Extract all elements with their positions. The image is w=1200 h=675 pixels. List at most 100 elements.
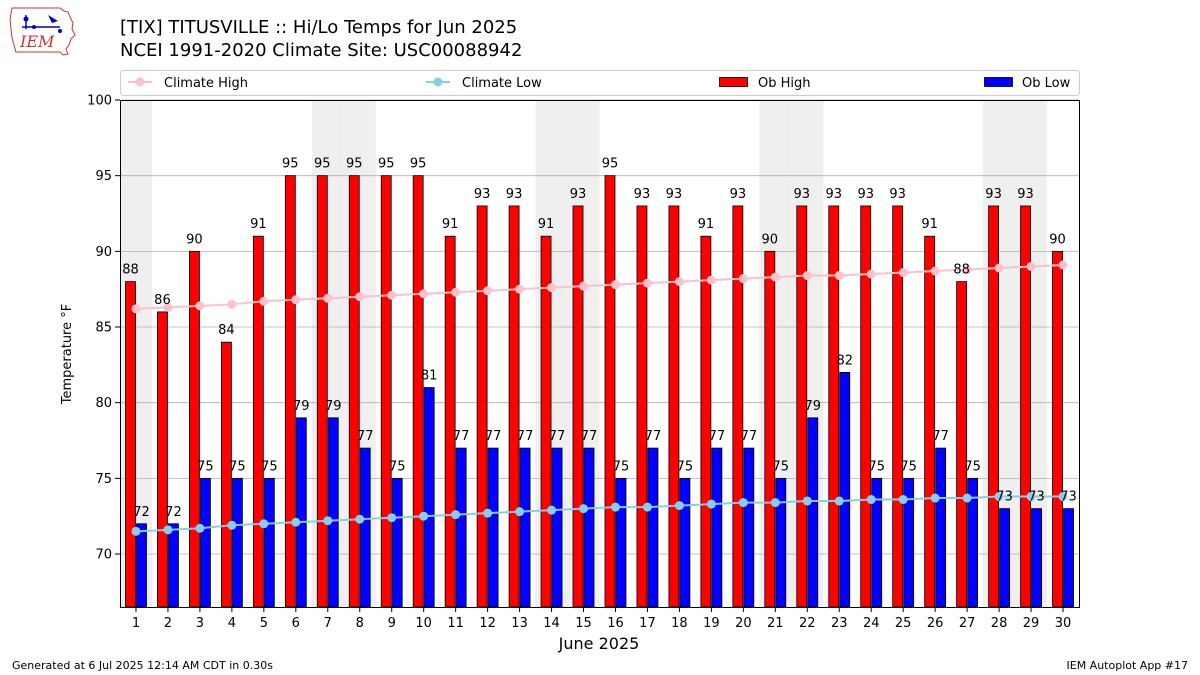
ob-low-label-30: 73 xyxy=(1060,490,1077,505)
x-tick-label-10: 10 xyxy=(415,616,432,631)
ob-low-bar-22 xyxy=(807,417,819,608)
ob-high-bar-14 xyxy=(540,235,552,608)
x-tick-label-14: 14 xyxy=(543,616,560,631)
ob-high-label-19: 91 xyxy=(698,217,715,232)
ob-low-label-23: 82 xyxy=(836,353,853,368)
climate-high-point-1 xyxy=(131,304,141,314)
climate-low-point-21 xyxy=(770,498,780,508)
ob-low-bar-16 xyxy=(615,477,627,608)
climate-low-point-5 xyxy=(259,519,269,529)
ob-low-bar-5 xyxy=(263,477,275,608)
x-tick-label-19: 19 xyxy=(703,616,720,631)
x-tick-label-4: 4 xyxy=(228,616,236,631)
ob-low-label-8: 77 xyxy=(357,429,374,444)
climate-high-line xyxy=(135,263,1064,310)
climate-high-point-11 xyxy=(451,287,461,297)
ob-high-bar-19 xyxy=(700,235,712,608)
ob-high-label-16: 95 xyxy=(602,157,619,172)
ob-low-label-7: 79 xyxy=(325,399,342,414)
ob-high-label-7: 95 xyxy=(314,157,331,172)
ob-high-bar-18 xyxy=(668,205,680,608)
ob-high-bar-8 xyxy=(348,175,360,608)
climate-high-point-17 xyxy=(642,278,652,288)
ob-low-label-13: 77 xyxy=(517,429,534,444)
ob-high-bar-20 xyxy=(732,205,744,608)
x-tick-label-20: 20 xyxy=(735,616,752,631)
plot-frame xyxy=(120,100,1080,608)
ob-high-bar-6 xyxy=(284,175,296,608)
legend-climate-low-marker xyxy=(433,77,443,87)
ob-high-bar-15 xyxy=(572,205,584,608)
climate-high-point-25 xyxy=(898,268,908,278)
ob-high-label-14: 91 xyxy=(538,217,555,232)
ob-high-bar-7 xyxy=(316,175,328,608)
ob-low-label-25: 75 xyxy=(900,459,917,474)
ob-low-label-6: 79 xyxy=(293,399,310,414)
climate-low-point-1 xyxy=(131,526,141,536)
x-tick-label-26: 26 xyxy=(927,616,944,631)
ob-low-bar-17 xyxy=(647,447,659,608)
climate-low-point-24 xyxy=(866,495,876,505)
ob-low-bar-28 xyxy=(999,508,1010,608)
climate-low-point-19 xyxy=(706,499,716,509)
ob-low-label-21: 75 xyxy=(773,459,790,474)
climate-low-line xyxy=(135,495,1064,533)
chart-subtitle: NCEI 1991-2020 Climate Site: USC00088942 xyxy=(120,40,523,61)
climate-lines xyxy=(131,260,1068,536)
ob-low-label-18: 75 xyxy=(677,459,694,474)
ob-high-bar-24 xyxy=(860,205,872,608)
ob-low-label-4: 75 xyxy=(229,459,246,474)
climate-low-point-30 xyxy=(1058,492,1068,502)
ob-low-label-22: 79 xyxy=(805,399,822,414)
x-tick-label-16: 16 xyxy=(607,616,624,631)
x-tick-label-27: 27 xyxy=(959,616,976,631)
ob-high-label-4: 84 xyxy=(218,323,235,338)
ob-low-bar-11 xyxy=(455,447,467,608)
ob-high-bar-1 xyxy=(125,281,136,608)
ob-high-label-23: 93 xyxy=(825,187,842,202)
climate-low-point-18 xyxy=(674,501,684,511)
ob-low-label-24: 75 xyxy=(868,459,885,474)
legend-ob-high-swatch xyxy=(719,77,748,87)
ob-low-bar-2 xyxy=(168,523,179,608)
data-labels: 88 72 86 72 90 75 84 75 91 75 95 79 95 79 95 77 95 75 95 81… xyxy=(122,157,1077,520)
ob-low-bar-14 xyxy=(551,447,563,608)
legend-climate-high-marker xyxy=(135,77,145,87)
climate-high-point-10 xyxy=(419,289,429,299)
ob-low-label-2: 72 xyxy=(165,505,182,520)
climate-low-point-14 xyxy=(547,505,557,515)
climate-low-point-16 xyxy=(610,502,620,512)
climate-high-point-26 xyxy=(930,266,940,276)
generated-note: Generated at 6 Jul 2025 12:14 AM CDT in … xyxy=(12,659,273,672)
ob-low-bar-21 xyxy=(775,477,787,608)
ob-low-label-17: 77 xyxy=(645,429,662,444)
ob-low-label-5: 75 xyxy=(261,459,278,474)
x-tick-label-3: 3 xyxy=(196,616,204,631)
climate-low-point-22 xyxy=(802,496,812,506)
climate-high-point-20 xyxy=(738,274,748,284)
ob-high-label-28: 93 xyxy=(985,187,1002,202)
climate-high-point-8 xyxy=(355,292,365,302)
climate-low-point-10 xyxy=(419,511,429,521)
y-tick-label-90: 90 xyxy=(95,245,112,260)
x-tick-label-22: 22 xyxy=(799,616,816,631)
ob-high-label-15: 93 xyxy=(570,187,587,202)
climate-high-point-6 xyxy=(291,295,301,305)
ob-low-label-10: 81 xyxy=(421,369,438,384)
ob-low-label-27: 75 xyxy=(964,459,981,474)
ob-high-label-9: 95 xyxy=(378,157,395,172)
ob-high-label-25: 93 xyxy=(889,187,906,202)
ob-high-label-18: 93 xyxy=(666,187,683,202)
x-axis-label: June 2025 xyxy=(558,634,640,653)
x-tick-label-30: 30 xyxy=(1055,616,1072,631)
y-axis-label: Temperature °F xyxy=(60,304,75,405)
climate-low-point-2 xyxy=(163,525,173,535)
climate-low-point-3 xyxy=(195,523,205,533)
ob-high-label-30: 90 xyxy=(1049,232,1066,247)
climate-low-point-7 xyxy=(323,516,333,526)
x-tick-label-23: 23 xyxy=(831,616,848,631)
ob-low-bar-9 xyxy=(391,477,403,608)
climate-high-point-21 xyxy=(770,272,780,282)
legend-climate-low-label: Climate Low xyxy=(462,76,542,91)
